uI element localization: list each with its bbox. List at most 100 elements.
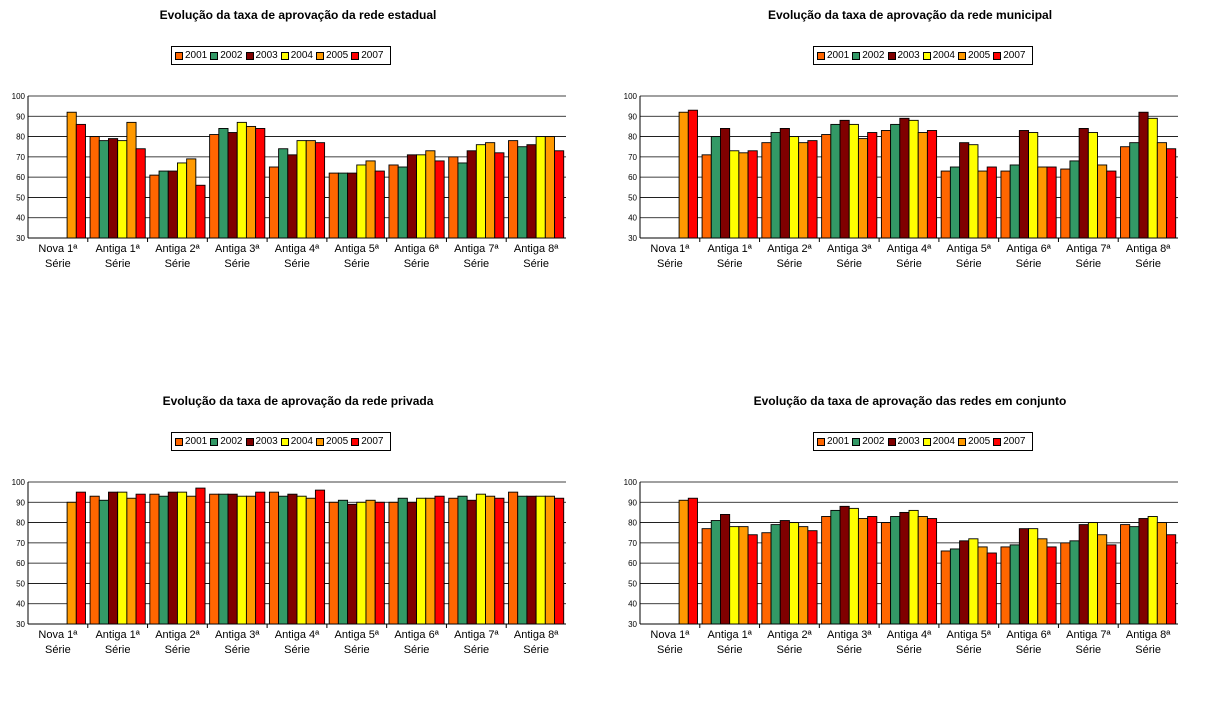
bar-2005	[1156, 522, 1167, 625]
bar-2004	[1087, 522, 1098, 625]
x-tick-label: Antiga 7ª	[454, 629, 499, 641]
bar-2004	[908, 509, 919, 625]
bar-2005	[305, 140, 316, 239]
bar-2005	[425, 150, 436, 239]
legend-swatch	[887, 437, 896, 446]
legend-label: 2002	[862, 50, 885, 61]
bar-2002	[337, 499, 349, 625]
bar-2001	[209, 134, 220, 239]
legend-item: 2002	[210, 50, 243, 61]
x-tick-label: Antiga 2ª	[155, 243, 200, 255]
bar-chart: 30 40 50 60 70 80 90 100 Nova 1ª Série Antiga 1ª Sé…	[624, 478, 1178, 656]
bar-2003	[899, 117, 910, 239]
bar-2007	[314, 489, 326, 625]
bar-2004	[356, 164, 367, 239]
chart-legend: 2001 2002 2003 2004 2005 2007	[813, 432, 1033, 451]
x-tick-label: Série	[717, 644, 743, 656]
y-tick-label: 60	[16, 559, 25, 568]
x-tick-label: Série	[463, 644, 489, 656]
x-tick-label: Antiga 3ª	[215, 243, 260, 255]
bar-2007	[926, 130, 938, 239]
bar-2007	[867, 132, 878, 239]
legend-swatch	[958, 51, 966, 60]
bar-2003	[1018, 130, 1030, 239]
bar-2007	[434, 495, 445, 625]
y-tick-label: 90	[16, 112, 25, 121]
x-tick-label: Antiga 6ª	[1006, 243, 1051, 255]
legend-swatch	[210, 51, 219, 60]
bar-2007	[1046, 546, 1057, 625]
x-tick-label: Série	[1075, 644, 1101, 656]
bar-2003	[720, 514, 731, 625]
x-tick-label: Antiga 5ª	[335, 243, 380, 255]
bar-2001	[328, 501, 339, 625]
bar-2005	[678, 111, 689, 239]
x-tick-label: Antiga 8ª	[514, 629, 559, 641]
x-tick-label: Série	[105, 644, 131, 656]
x-tick-label: Nova 1ª	[650, 629, 690, 641]
bar-2007	[135, 148, 146, 239]
bar-2003	[1078, 128, 1089, 239]
bar-2005	[66, 111, 77, 239]
bar-2007	[807, 530, 818, 625]
y-tick-label: 100	[12, 92, 26, 101]
bar-2003	[526, 495, 537, 625]
bar-2001	[149, 493, 160, 625]
legend-swatch	[175, 51, 183, 60]
x-tick-label: Série	[896, 258, 922, 270]
x-tick-label: Série	[45, 644, 71, 656]
x-tick-label: Série	[1016, 258, 1042, 270]
x-tick-label: Antiga 4ª	[887, 243, 932, 255]
x-tick-label: Antiga 1ª	[707, 243, 752, 255]
x-tick-label: Série	[657, 644, 683, 656]
bar-2004	[968, 144, 979, 239]
legend-swatch	[817, 437, 825, 446]
legend-label: 2001	[185, 50, 208, 61]
x-tick-label: Série	[1135, 258, 1161, 270]
bar-2007	[1106, 170, 1117, 239]
bar-2003	[720, 128, 731, 239]
x-tick-label: Antiga 8ª	[514, 243, 559, 255]
x-tick-label: Antiga 1ª	[707, 629, 752, 641]
y-tick-label: 40	[16, 600, 25, 609]
x-tick-label: Antiga 4ª	[887, 629, 932, 641]
y-tick-label: 90	[628, 498, 637, 507]
bar-2001	[209, 493, 220, 625]
y-tick-label: 50	[628, 579, 637, 588]
bar-2002	[830, 123, 841, 239]
chart-title: Evolução da taxa de aprovação da rede es…	[159, 8, 437, 22]
x-tick-label: Série	[404, 644, 430, 656]
bar-2003	[347, 172, 358, 239]
bar-2005	[365, 160, 376, 239]
bar-2004	[416, 497, 427, 625]
y-tick-label: 60	[16, 173, 25, 182]
legend-item: 2007	[351, 50, 384, 61]
bar-2003	[466, 499, 477, 625]
legend-item: 2005	[316, 50, 348, 61]
bar-2005	[66, 501, 77, 625]
chart-title: Evolução da taxa de aprovação da rede pr…	[162, 394, 434, 408]
legend-item: 2007	[993, 436, 1026, 447]
legend-label: 2007	[361, 50, 384, 61]
x-tick-label: Série	[523, 258, 549, 270]
bar-2003	[959, 540, 970, 625]
bar-2002	[278, 148, 289, 239]
bar-2001	[1120, 524, 1131, 625]
bar-2003	[466, 150, 477, 239]
bar-2007	[1166, 534, 1177, 625]
legend-swatch	[175, 437, 183, 446]
y-tick-label: 70	[628, 539, 637, 548]
bar-2003	[839, 505, 850, 625]
y-tick-label: 70	[16, 153, 25, 162]
legend-label: 2003	[897, 50, 920, 61]
bar-2001	[701, 528, 712, 625]
legend-item: 2005	[958, 50, 990, 61]
x-tick-label: Série	[777, 644, 803, 656]
x-tick-label: Série	[404, 258, 430, 270]
bar-2003	[1078, 524, 1089, 625]
bar-2003	[406, 154, 418, 239]
bar-2001	[89, 136, 100, 239]
x-tick-label: Antiga 2ª	[155, 629, 200, 641]
bar-2002	[830, 509, 841, 625]
x-tick-label: Antiga 8ª	[1126, 629, 1171, 641]
